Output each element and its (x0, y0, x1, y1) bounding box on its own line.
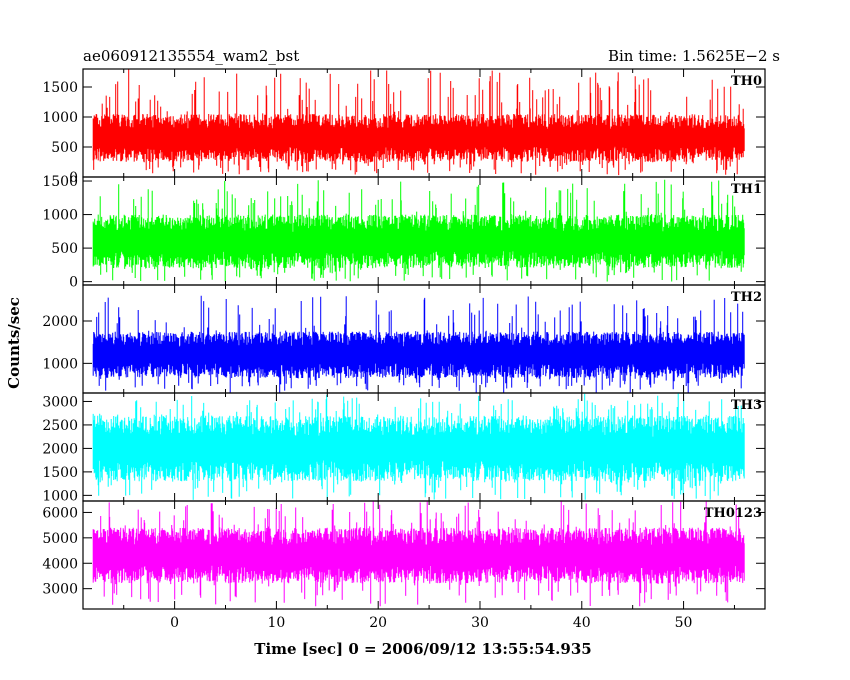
chart-title: ae060912135554_wam2_bst (83, 47, 299, 65)
series-line-th2 (92, 295, 745, 393)
x-tick-label: 40 (573, 615, 591, 631)
x-tick-label: 50 (675, 615, 693, 631)
y-tick-label: 2000 (42, 441, 78, 457)
y-tick-label: 1000 (42, 488, 78, 504)
x-tick-label: 10 (267, 615, 285, 631)
chart-subtitle: Bin time: 1.5625E−2 s (608, 47, 780, 65)
series-line-th0123 (92, 501, 745, 607)
legend-entry-th1: TH1 (731, 182, 762, 197)
y-tick-label: 1500 (42, 80, 78, 96)
y-tick-label: 3000 (42, 582, 78, 598)
y-tick-label: 3000 (42, 394, 78, 410)
panel-th1: 0 500 1000 1500 TH1 (42, 174, 766, 291)
x-axis-label: Time [sec] 0 = 2006/09/12 13:55:54.935 (254, 640, 591, 658)
panels: 0 500 1000 1500 TH0 0 500 1000 1500 TH1 1000 2000 TH… (42, 68, 766, 610)
panel-frame (82, 500, 766, 610)
legend-entry-th0123: TH0123 (704, 506, 762, 521)
panel-th3: 1000 1500 2000 2500 3000 TH3 (42, 392, 766, 504)
series-line-th3 (92, 393, 745, 500)
series-line-th0 (92, 69, 745, 176)
y-tick-label: 2500 (42, 418, 78, 434)
series-line-th1 (92, 179, 745, 282)
y-tick-label: 6000 (42, 505, 78, 521)
y-tick-label: 0 (69, 170, 78, 186)
panel-th0: 0 500 1000 1500 TH0 (42, 68, 766, 186)
y-tick-label: 2000 (42, 314, 78, 330)
y-tick-label: 1500 (42, 174, 78, 190)
y-tick-label: 1000 (42, 356, 78, 372)
y-tick-label: 1000 (42, 208, 78, 224)
x-tick-label: 20 (369, 615, 387, 631)
legend-entry-th0: TH0 (731, 74, 762, 89)
y-tick-label: 4000 (42, 556, 78, 572)
y-tick-label: 1500 (42, 465, 78, 481)
x-tick-label: 30 (471, 615, 489, 631)
y-tick-label: 500 (51, 140, 78, 156)
y-tick-label: 5000 (42, 531, 78, 547)
y-tick-label: 1000 (42, 110, 78, 126)
x-axis: 0 10 20 30 40 50 (170, 615, 692, 631)
x-tick-label: 0 (170, 615, 179, 631)
y-tick-label: 0 (69, 275, 78, 291)
y-axis-label: Counts/sec (5, 297, 23, 389)
legend-entry-th2: TH2 (731, 290, 762, 305)
panel-th0123: 3000 4000 5000 6000 TH0123 (42, 500, 766, 610)
panel-th2: 1000 2000 TH2 (42, 284, 766, 394)
legend-entry-th3: TH3 (731, 398, 762, 413)
y-tick-label: 500 (51, 241, 78, 257)
